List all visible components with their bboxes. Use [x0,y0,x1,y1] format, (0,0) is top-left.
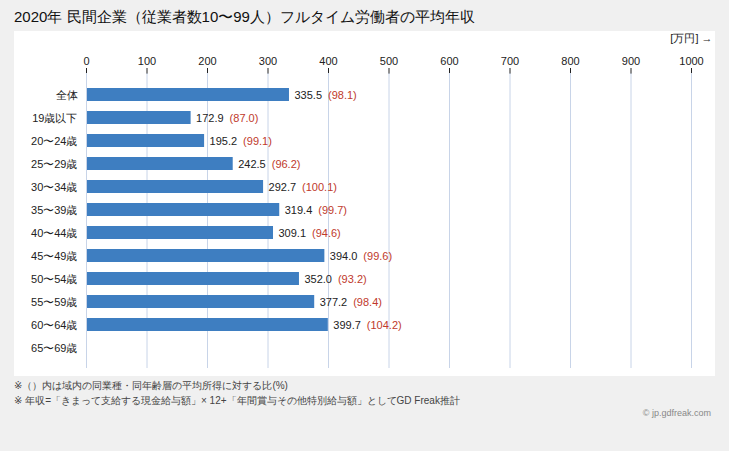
svg-text:(99.1): (99.1) [243,135,272,147]
svg-text:352.0: 352.0 [304,273,332,285]
svg-text:900: 900 [622,55,640,67]
svg-text:172.9: 172.9 [196,112,224,124]
svg-text:全体: 全体 [56,89,78,101]
svg-text:300: 300 [259,55,277,67]
svg-text:377.2: 377.2 [320,296,348,308]
svg-text:1000: 1000 [679,55,703,67]
svg-text:400: 400 [319,55,337,67]
svg-text:(98.1): (98.1) [328,89,357,101]
svg-text:292.7: 292.7 [269,181,297,193]
svg-text:700: 700 [501,55,519,67]
svg-text:(98.4): (98.4) [353,296,382,308]
svg-text:19歳以下: 19歳以下 [32,112,77,124]
svg-text:[万円] →: [万円] → [670,32,712,44]
svg-text:394.0: 394.0 [330,250,358,262]
svg-text:(87.0): (87.0) [230,112,259,124]
svg-text:(93.2): (93.2) [338,273,367,285]
svg-text:309.1: 309.1 [279,227,307,239]
svg-text:335.5: 335.5 [294,89,322,101]
svg-text:65〜69歳: 65〜69歳 [31,342,77,354]
html-text:2020年 民間企業（従業者数10〜99人）フルタイム労働者: 2020年 民間企業（従業者数10〜99人）フルタイム労働者の平均年収 [14,8,475,25]
svg-text:35〜39歳: 35〜39歳 [31,204,77,216]
svg-text:(100.1): (100.1) [302,181,337,193]
svg-text:242.5: 242.5 [238,158,266,170]
svg-text:500: 500 [380,55,398,67]
svg-text:45〜49歳: 45〜49歳 [31,250,77,262]
svg-text:(99.6): (99.6) [363,250,392,262]
svg-text:(104.2): (104.2) [367,319,402,331]
svg-text:(94.6): (94.6) [312,227,341,239]
html-text:※ 年収=「きまって支給する現金給与額」× 12+「年間賞与: ※ 年収=「きまって支給する現金給与額」× 12+「年間賞与その他特別給与額」と… [14,395,460,406]
svg-text:25〜29歳: 25〜29歳 [31,158,77,170]
svg-text:40〜44歳: 40〜44歳 [31,227,77,239]
svg-text:195.2: 195.2 [210,135,238,147]
svg-text:50〜54歳: 50〜54歳 [31,273,77,285]
svg-text:20〜24歳: 20〜24歳 [31,135,77,147]
svg-text:(96.2): (96.2) [272,158,301,170]
svg-text:600: 600 [440,55,458,67]
svg-text:200: 200 [198,55,216,67]
svg-text:0: 0 [83,55,89,67]
svg-text:55〜59歳: 55〜59歳 [31,296,77,308]
svg-text:60〜64歳: 60〜64歳 [31,319,77,331]
html-text:※（）内は域内の同業種・同年齢層の平均所得に対する比(%): ※（）内は域内の同業種・同年齢層の平均所得に対する比(%) [14,380,288,391]
svg-text:319.4: 319.4 [285,204,313,216]
svg-text:100: 100 [138,55,156,67]
svg-text:(99.7): (99.7) [318,204,347,216]
html-text:© jp.gdfreak.com: © jp.gdfreak.com [642,408,711,418]
svg-text:800: 800 [561,55,579,67]
svg-text:399.7: 399.7 [333,319,361,331]
svg-text:30〜34歳: 30〜34歳 [31,181,77,193]
